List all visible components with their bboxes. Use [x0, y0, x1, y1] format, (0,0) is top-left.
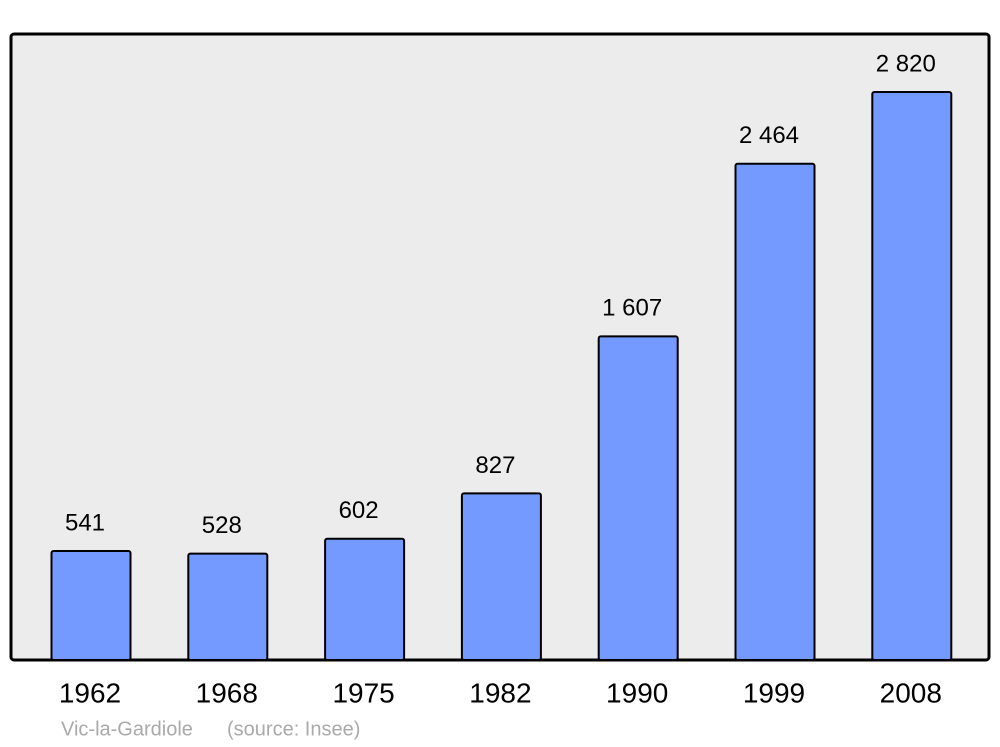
value-label: 2 464	[739, 122, 799, 149]
value-label: 541	[65, 509, 105, 536]
bar	[734, 162, 816, 662]
value-label: 528	[202, 512, 242, 539]
value-label: 827	[475, 452, 515, 479]
bar	[324, 537, 406, 661]
x-tick-label: 1962	[59, 677, 121, 708]
source-note: (source: Insee)	[227, 718, 360, 740]
x-tick-label: 1968	[196, 677, 258, 708]
x-tick-label: 1975	[332, 677, 394, 708]
chart-title: Vic-la-Gardiole	[61, 718, 193, 740]
bar	[50, 550, 132, 662]
value-label: 2 820	[876, 50, 936, 77]
bar	[460, 492, 542, 661]
x-tick-label: 2008	[880, 677, 942, 708]
bar	[597, 335, 679, 661]
bar	[871, 91, 953, 661]
value-label: 602	[339, 497, 379, 524]
bar	[187, 552, 269, 661]
x-tick-label: 1990	[606, 677, 668, 708]
x-tick-label: 1999	[743, 677, 805, 708]
x-tick-label: 1982	[469, 677, 531, 708]
value-label: 1 607	[602, 295, 662, 322]
